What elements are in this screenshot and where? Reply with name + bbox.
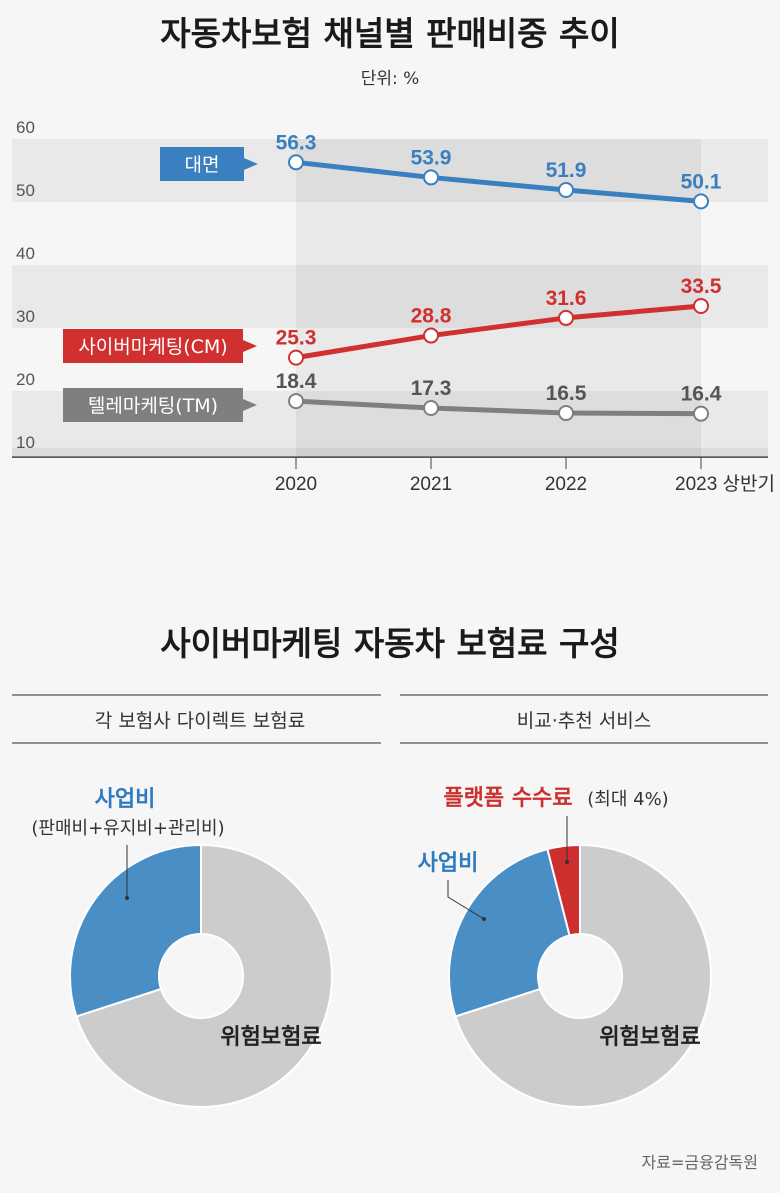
data-point [558,405,574,422]
data-point [288,154,304,171]
data-label: 28.8 [411,305,452,328]
donut-charts: 위험보험료 위험보험료 사업비 (판매비+유지비+관리비) 사업비 플랫폼 수수료 (최대 … [31,786,712,1108]
unit-label: 단위: % [361,69,420,89]
legend-pointer [244,158,258,170]
data-point [423,400,439,417]
data-label: 31.6 [546,287,587,310]
y-tick-label: 10 [16,433,35,452]
pie-slice [546,843,581,937]
y-tick-label: 20 [16,370,35,389]
y-tick-label: 60 [16,118,35,137]
data-point [423,169,439,186]
legend-pointer [243,340,257,352]
line-chart: 60 50 40 30 20 10 2020 2021 2022 2023 상반기 56.3 53.9… [12,118,775,495]
data-label: 51.9 [546,159,587,182]
slice-label: 사업비 [95,787,156,812]
data-point [693,405,709,422]
legend-box [63,329,243,363]
series-line [295,303,702,361]
series-line [295,398,702,417]
y-tick-label: 40 [16,244,35,263]
line-chart-title: 자동차보험 채널별 판매비중 추이 [160,14,620,53]
data-point [558,182,574,199]
pie-slice [75,843,333,1108]
data-point [288,393,304,410]
data-label: 18.4 [276,370,317,393]
data-label: 53.9 [411,146,452,169]
pie-slice [454,843,712,1108]
slice-note: (최대 4%) [587,789,668,810]
y-tick-label: 50 [16,181,35,200]
x-tick-label: 2020 [275,474,317,495]
slice-note: (판매비+유지비+관리비) [31,818,224,839]
y-tick-label: 30 [16,307,35,326]
data-label: 16.5 [546,382,587,405]
pie-section-title: 사이버마케팅 자동차 보험료 구성 [160,624,620,663]
data-point [288,349,304,366]
source-note: 자료=금융감독원 [642,1153,758,1172]
leader-line [447,880,485,920]
x-tick-label: 2023 상반기 [675,473,775,495]
legend-label: 대면 [185,154,220,176]
legend-label: 텔레마케팅(TM) [88,395,218,417]
slice-label: 사업비 [418,851,479,876]
series-line [295,159,702,204]
pie-left-heading: 각 보험사 다이렉트 보험료 [95,710,305,732]
pie-right-heading: 비교·추천 서비스 [517,710,651,732]
x-tick-label: 2021 [410,474,452,495]
leader-dot [482,917,486,921]
legend-label: 사이버마케팅(CM) [78,336,227,358]
grid-band [12,265,768,328]
pie-slice [69,843,202,1018]
legend-pointer [243,399,257,411]
leader-dot [125,896,129,900]
grid-band [12,447,768,458]
legend-box [63,388,243,422]
data-point [558,309,574,326]
data-label: 50.1 [681,170,722,193]
data-label: 56.3 [276,131,317,154]
pie-slice [448,847,571,1018]
leader-dot [565,860,569,864]
legend-box [160,147,244,181]
data-label: 25.3 [276,327,317,350]
slice-label: 위험보험료 [220,1024,321,1050]
data-label: 16.4 [681,383,722,406]
slice-label: 플랫폼 수수료 [443,786,572,811]
data-point [693,297,709,314]
data-label: 33.5 [681,275,722,298]
x-tick-label: 2022 [545,474,587,495]
data-point [423,327,439,344]
slice-label: 위험보험료 [599,1024,700,1050]
data-label: 17.3 [411,377,452,400]
data-point [693,193,709,210]
